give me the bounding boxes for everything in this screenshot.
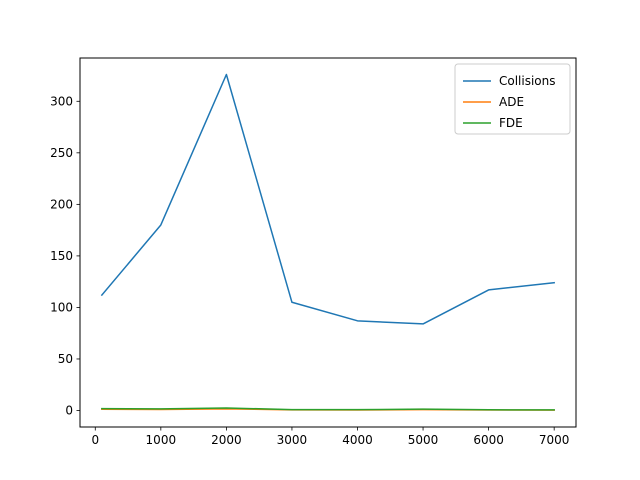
x-axis-ticks: 0 1000 2000 3000 4000 5000 6000 7000 [91, 427, 569, 447]
series-line-collisions [100, 73, 555, 325]
y-tick-label: 0 [65, 404, 73, 418]
x-tick-label: 7000 [539, 433, 570, 447]
x-tick-label: 1000 [146, 433, 177, 447]
series-layer [100, 73, 555, 411]
y-tick-label: 150 [50, 249, 73, 263]
y-tick-label: 300 [50, 94, 73, 108]
y-tick-label: 100 [50, 300, 73, 314]
y-tick-label: 200 [50, 197, 73, 211]
series-line-fde [101, 407, 555, 411]
legend: Collisions ADE FDE [454, 63, 571, 135]
legend-label-ade: ADE [499, 95, 524, 109]
x-tick-label: 5000 [408, 433, 439, 447]
y-tick-label: 50 [58, 352, 73, 366]
x-tick-label: 4000 [342, 433, 373, 447]
plot-frame [79, 57, 577, 428]
y-tick-label: 250 [50, 146, 73, 160]
x-tick-label: 2000 [211, 433, 242, 447]
legend-label-collisions: Collisions [499, 74, 556, 88]
x-tick-label: 0 [91, 433, 99, 447]
legend-label-fde: FDE [499, 116, 523, 130]
x-tick-label: 6000 [473, 433, 504, 447]
y-axis-ticks: 0 50 100 150 200 250 300 [50, 94, 80, 418]
x-tick-label: 3000 [277, 433, 308, 447]
